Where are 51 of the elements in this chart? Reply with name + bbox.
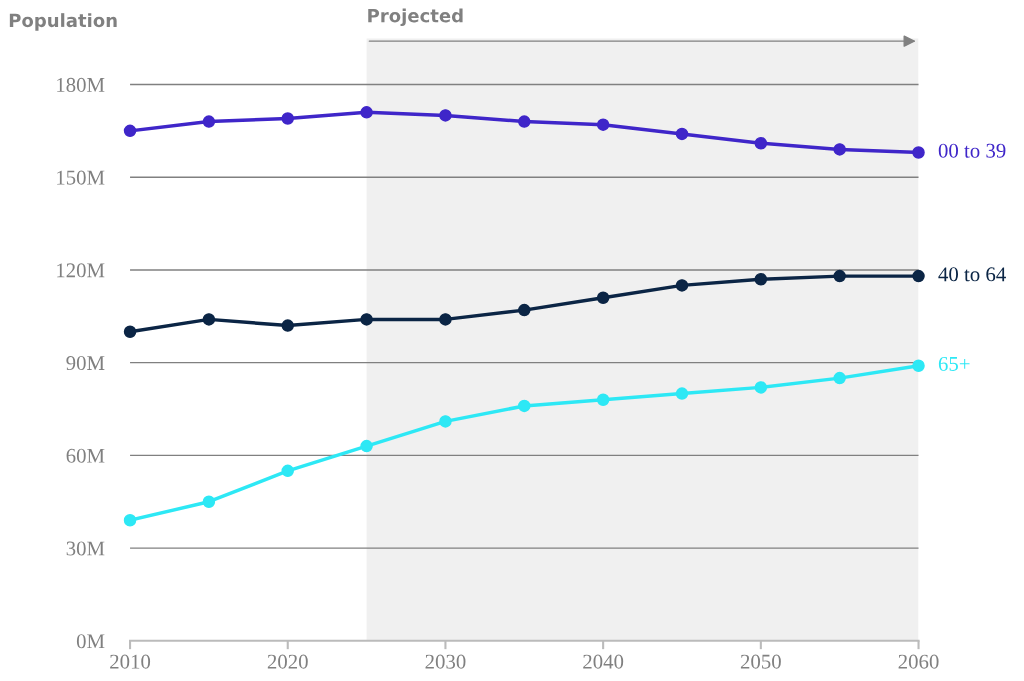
- series-label: 40 to 64: [938, 267, 1006, 282]
- y-tick-label: 60M: [66, 448, 105, 463]
- point: [439, 415, 452, 428]
- point: [833, 269, 846, 283]
- point: [833, 371, 846, 385]
- x-tick-label: 2020: [267, 654, 308, 669]
- point: [360, 313, 373, 326]
- point: [202, 313, 216, 326]
- band-label: Projected: [368, 8, 463, 27]
- y-axis-title: Population: [9, 13, 117, 31]
- x-tick-label: 2060: [898, 654, 939, 669]
- point: [675, 387, 689, 400]
- point: [912, 359, 925, 373]
- series-label: 00 to 39: [938, 143, 1006, 158]
- x-tick-label: 2050: [740, 654, 781, 669]
- y-tick-label: 150M: [57, 170, 105, 185]
- point: [360, 106, 373, 119]
- point: [202, 115, 216, 128]
- point: [596, 393, 610, 406]
- y-tick-label: 30M: [66, 541, 105, 556]
- y-tick-label: 120M: [57, 263, 105, 278]
- point: [281, 112, 294, 125]
- point: [675, 127, 689, 141]
- point: [675, 279, 689, 292]
- point: [123, 325, 137, 339]
- point: [123, 124, 137, 138]
- point: [439, 313, 452, 326]
- series-label: 65+: [938, 356, 970, 371]
- x-tick-label: 2010: [110, 654, 151, 669]
- point: [360, 439, 373, 453]
- point: [754, 272, 768, 286]
- point: [202, 495, 216, 508]
- x-tick-label: 2040: [583, 654, 624, 669]
- point: [596, 291, 610, 305]
- point: [281, 319, 294, 332]
- point: [518, 115, 531, 128]
- point: [754, 381, 768, 394]
- x-tick-label: 2030: [425, 654, 466, 669]
- point: [123, 514, 137, 527]
- y-tick-label: 180M: [57, 77, 105, 92]
- point: [518, 303, 531, 317]
- y-tick-label: 90M: [66, 356, 105, 371]
- point: [518, 399, 531, 413]
- point: [754, 136, 768, 150]
- point: [833, 143, 846, 156]
- point: [596, 118, 610, 131]
- y-tick-label: 0M: [76, 634, 105, 649]
- point: [912, 269, 925, 283]
- point: [439, 109, 452, 122]
- point: [281, 464, 294, 478]
- point: [912, 146, 925, 159]
